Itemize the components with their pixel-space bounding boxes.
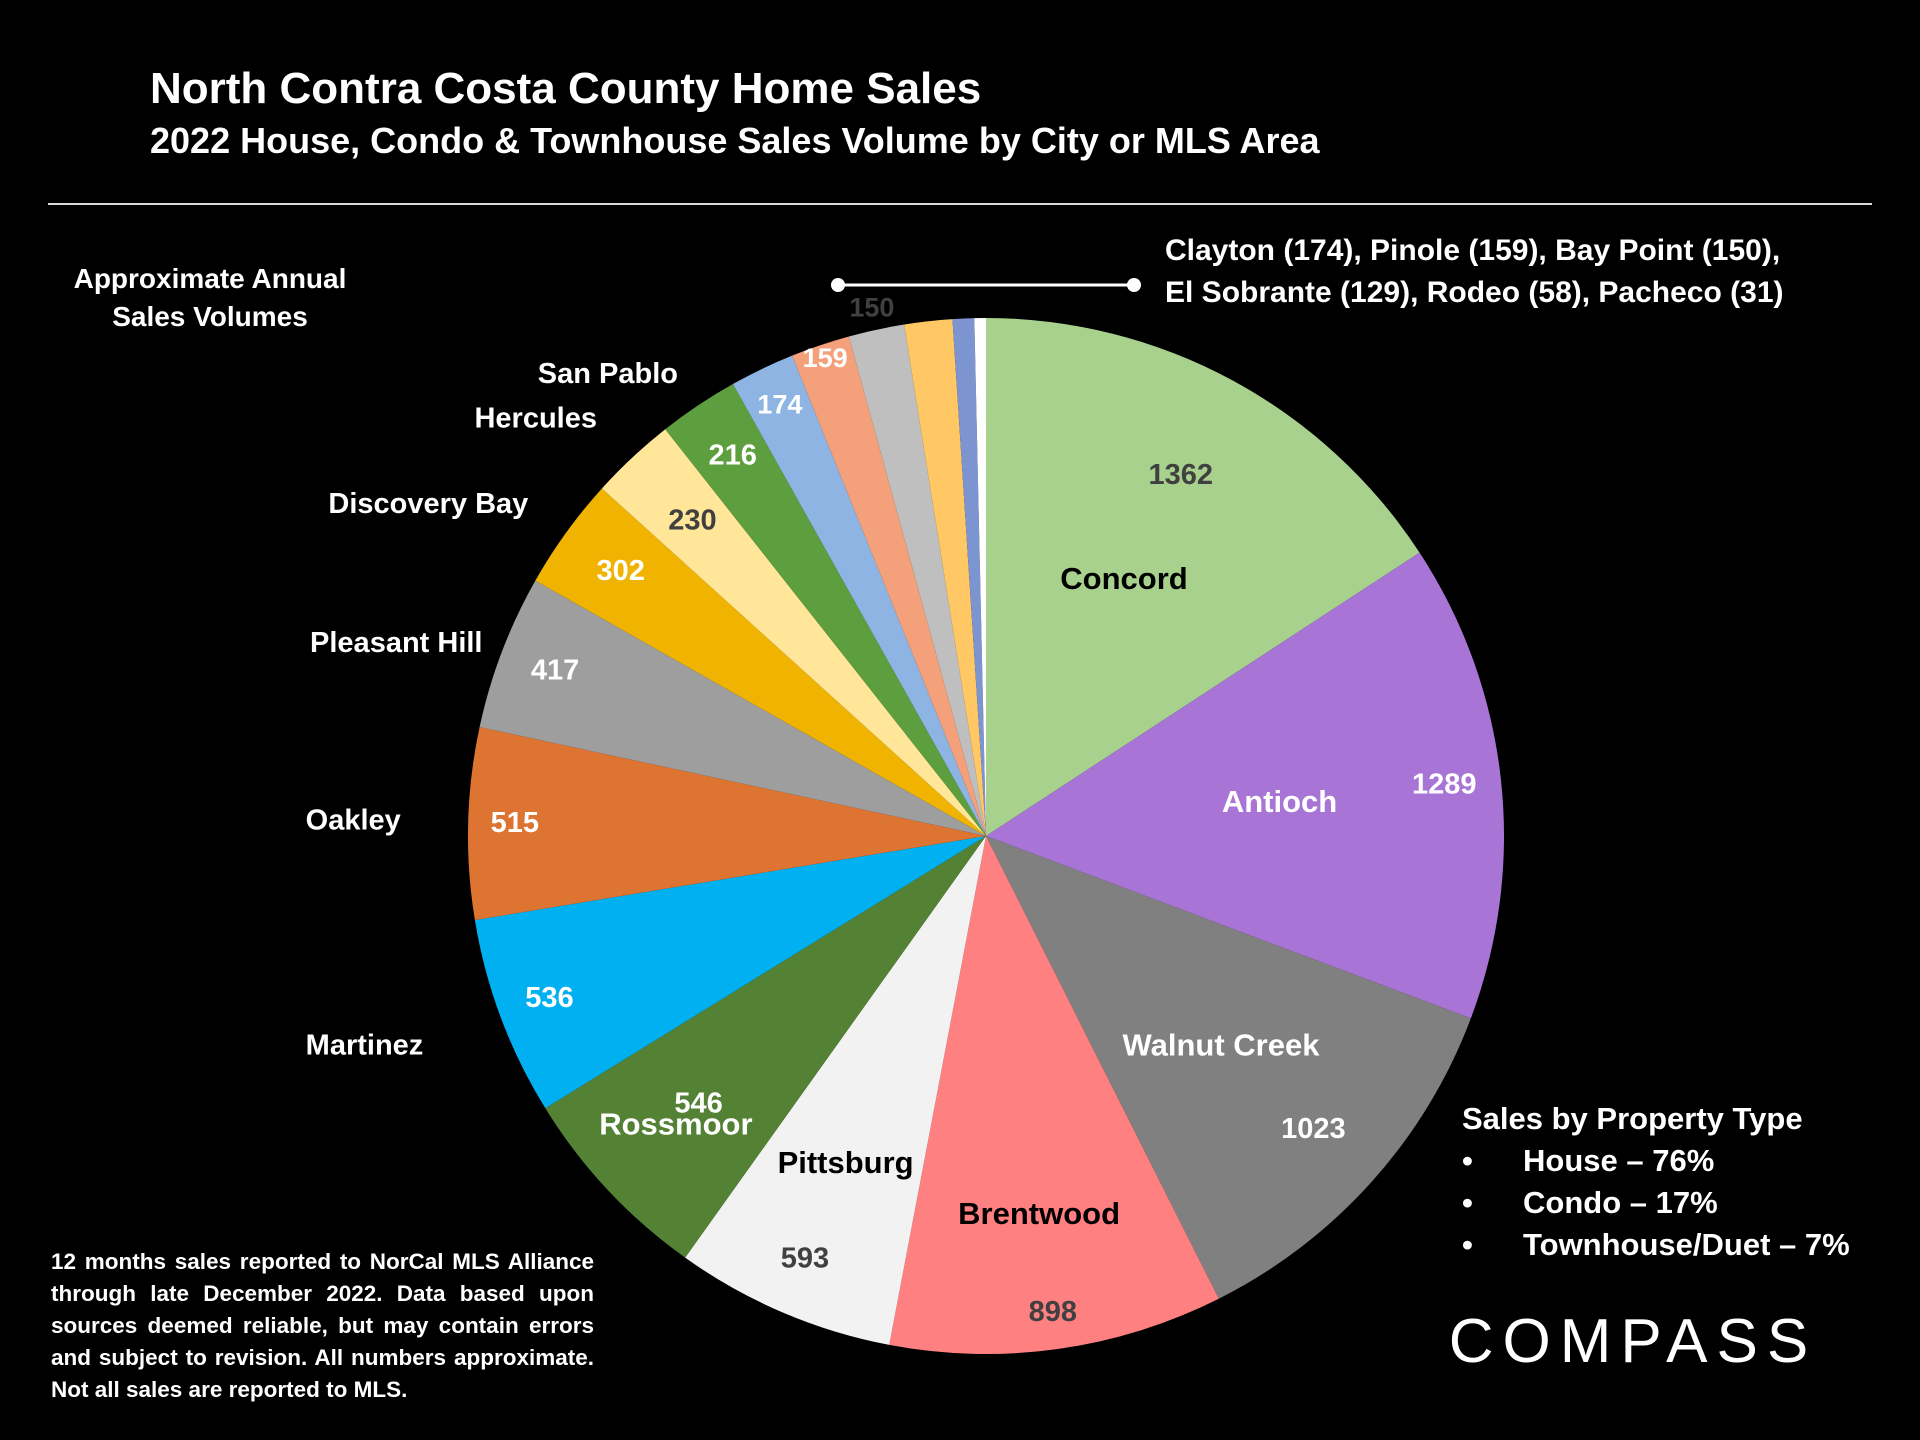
pie-slice-antioch: [986, 552, 1505, 1019]
pie-slice-discovery-bay: [535, 488, 986, 836]
pie-slice-san-pablo: [665, 384, 986, 836]
data-label-pleasant-hill: 417: [531, 655, 579, 687]
pie-slice-hercules: [601, 429, 986, 836]
category-label-pleasant-hill: Pleasant Hill: [310, 627, 482, 659]
category-label-brentwood: Brentwood: [958, 1196, 1120, 1231]
bullet-icon: •: [1462, 1227, 1473, 1262]
category-label-san-pablo: San Pablo: [538, 358, 678, 390]
data-label-hercules: 230: [668, 505, 716, 537]
pie-slice-concord: [986, 318, 1420, 836]
pie-slice-pleasant-hill: [479, 580, 986, 836]
data-label-discovery-bay: 302: [597, 555, 645, 587]
data-label-bay-point: 150: [849, 293, 894, 323]
property-type-text: Townhouse/Duet – 7%: [1523, 1227, 1850, 1262]
data-label-martinez: 536: [525, 982, 573, 1014]
property-type-item: • House – 76%: [1462, 1140, 1850, 1182]
footnote: 12 months sales reported to NorCal MLS A…: [51, 1249, 594, 1402]
approx-volume-label: Approximate Annual Sales Volumes: [40, 260, 380, 336]
property-type-title: Sales by Property Type: [1462, 1101, 1803, 1136]
category-label-antioch: Antioch: [1222, 784, 1337, 819]
compass-logo-text: COMPASS: [1449, 1307, 1817, 1376]
pie-slice-pinole: [792, 336, 986, 836]
pie-slice-pacheco: [974, 318, 986, 836]
data-label-san-pablo: 216: [709, 440, 757, 472]
title-divider: [48, 203, 1872, 205]
property-type-item: • Townhouse/Duet – 7%: [1462, 1224, 1850, 1266]
pie-slice-rossmoor: [545, 836, 986, 1258]
pie-slice-martinez: [474, 836, 986, 1109]
pie-slice-brentwood: [889, 836, 1219, 1354]
pie-slice-oakley: [468, 727, 986, 921]
compass-logo: COMPASS: [1449, 1307, 1817, 1376]
page-subtitle: 2022 House, Condo & Townhouse Sales Volu…: [150, 120, 1320, 161]
data-label-pinole: 159: [803, 343, 848, 373]
data-label-concord: 1362: [1148, 459, 1213, 491]
pie-slices: [468, 318, 1505, 1354]
property-type-box: Sales by Property Type • House – 76% • Con…: [1462, 1098, 1850, 1266]
pie-labels: 1362 Concord 1289 Antioch 1023 Walnut Creek 89…: [306, 293, 1477, 1328]
property-type-list: • House – 76% • Condo – 17% • Townhouse/Due…: [1462, 1140, 1850, 1266]
pie-slice-pittsburg: [685, 836, 986, 1345]
category-label-discovery-bay: Discovery Bay: [328, 488, 528, 520]
pie-slice-clayton: [732, 355, 986, 836]
small-cities-line2: El Sobrante (129), Rodeo (58), Pacheco (…: [1165, 276, 1784, 309]
category-label-walnut-creek: Walnut Creek: [1123, 1027, 1321, 1062]
property-type-item: • Condo – 17%: [1462, 1182, 1850, 1224]
connector-dot-right: [1127, 278, 1141, 292]
pie-slice-el-sobrante: [904, 319, 986, 837]
page-title: North Contra Costa County Home Sales: [150, 64, 982, 113]
category-label-pittsburg: Pittsburg: [778, 1145, 914, 1180]
category-label-rossmoor: Rossmoor: [599, 1106, 752, 1141]
property-type-text: House – 76%: [1523, 1143, 1715, 1178]
bullet-icon: •: [1462, 1185, 1473, 1220]
category-label-hercules: Hercules: [474, 402, 597, 434]
property-type-text: Condo – 17%: [1523, 1185, 1718, 1220]
category-label-concord: Concord: [1060, 561, 1187, 596]
pie-slice-rodeo: [952, 318, 986, 836]
pie-slice-walnut-creek: [986, 836, 1471, 1299]
data-label-rossmoor: 546: [674, 1088, 722, 1120]
data-label-oakley: 515: [491, 807, 539, 839]
small-cities-note: Clayton (174), Pinole (159), Bay Point (…: [1165, 230, 1784, 314]
small-cities-connector: [831, 278, 1141, 292]
category-label-martinez: Martinez: [306, 1029, 424, 1061]
data-label-brentwood: 898: [1029, 1296, 1077, 1328]
data-label-pittsburg: 593: [781, 1243, 829, 1275]
data-label-antioch: 1289: [1412, 768, 1477, 800]
approx-volume-line1: Approximate Annual: [73, 263, 347, 294]
category-label-oakley: Oakley: [306, 804, 401, 836]
pie-slice-bay-point: [848, 324, 986, 836]
approx-volume-line2: Sales Volumes: [112, 301, 308, 332]
small-cities-line1: Clayton (174), Pinole (159), Bay Point (…: [1165, 234, 1781, 267]
data-label-walnut-creek: 1023: [1281, 1113, 1346, 1145]
bullet-icon: •: [1462, 1143, 1473, 1178]
connector-dot-left: [831, 278, 845, 292]
data-label-clayton: 174: [757, 389, 802, 419]
